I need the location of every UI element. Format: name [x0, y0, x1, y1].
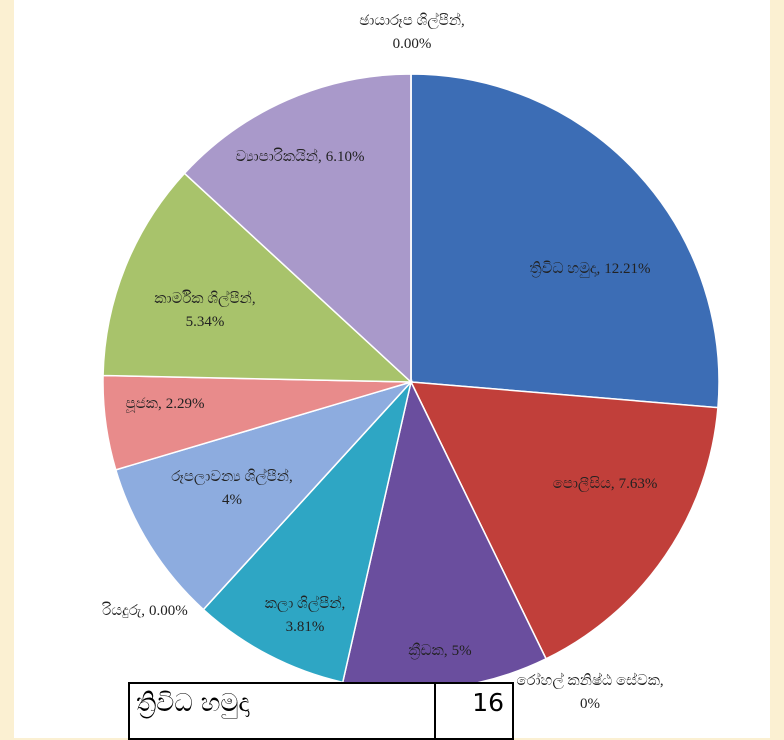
data-label: ක්‍රීඩක, 5% [408, 643, 471, 660]
label-category: රෝහල් කනිෂ්ඨ සේවක, [516, 671, 663, 689]
label-category: කාර්මික ශිල්පීන්, [154, 289, 255, 307]
data-label: කලා ශිල්පීන්, 3.81% [265, 594, 346, 635]
data-label: කාර්මික ශිල්පීන්, 5.34% [154, 289, 255, 330]
data-label: රූපලාවන්‍ය ශිල්පීන්, 4% [171, 467, 293, 508]
pie-slice [102, 172, 413, 383]
label-value: 7.63% [619, 476, 658, 492]
label-category: ත්‍රිවිධ හමුදා, [529, 261, 600, 278]
label-category: කලා ශිල්පීන්, [265, 594, 346, 612]
data-label: රෝහල් කනිෂ්ඨ සේවක, 0% [516, 671, 663, 712]
label-value: 2.29% [166, 396, 205, 412]
pie-slice [202, 379, 413, 684]
label-value: 5% [452, 643, 472, 659]
label-value: 3.81% [286, 619, 325, 635]
label-category: ඡායාරූප ශිල්පීන්, [359, 11, 465, 29]
label-value: 0% [580, 696, 600, 712]
data-label: රියදුරු, 0.00% [102, 602, 188, 619]
pie-slice [410, 73, 720, 409]
label-value: 5.34% [186, 314, 225, 330]
label-value: 0.00% [149, 603, 188, 619]
table-cell: 16 [434, 682, 514, 740]
data-label: ව්‍යාපාරිකයින්, 6.10% [236, 147, 365, 165]
pie-slice [114, 380, 414, 611]
label-category: රූපලාවන්‍ය ශිල්පීන්, [171, 467, 293, 485]
data-label: ත්‍රිවිධ හමුදා, 12.21% [529, 261, 650, 278]
data-label: පොලීසිය, 7.63% [553, 476, 658, 492]
label-category: ක්‍රීඩක, [408, 643, 447, 660]
label-value: 0.00% [393, 36, 432, 52]
label-category: පොලීසිය, [553, 476, 615, 492]
table-cell: ත්‍රිවිධ හමුදා [128, 682, 436, 740]
label-value: 4% [222, 492, 242, 508]
data-table: ත්‍රිවිධ හමුදා 16 [128, 682, 514, 740]
label-category: පූජක, [126, 396, 162, 413]
label-category: ව්‍යාපාරිකයින්, [236, 147, 322, 165]
table-row: ත්‍රිවිධ හමුදා 16 [128, 682, 514, 740]
pie-slice [183, 73, 412, 384]
label-category: රියදුරු, [102, 602, 145, 619]
label-value: 6.10% [326, 149, 365, 165]
pie-slice [409, 381, 719, 660]
data-label: ඡායාරූප ශිල්පීන්, 0.00% [359, 11, 465, 52]
data-label: පූජක, 2.29% [126, 396, 205, 413]
label-value: 12.21% [604, 261, 650, 277]
